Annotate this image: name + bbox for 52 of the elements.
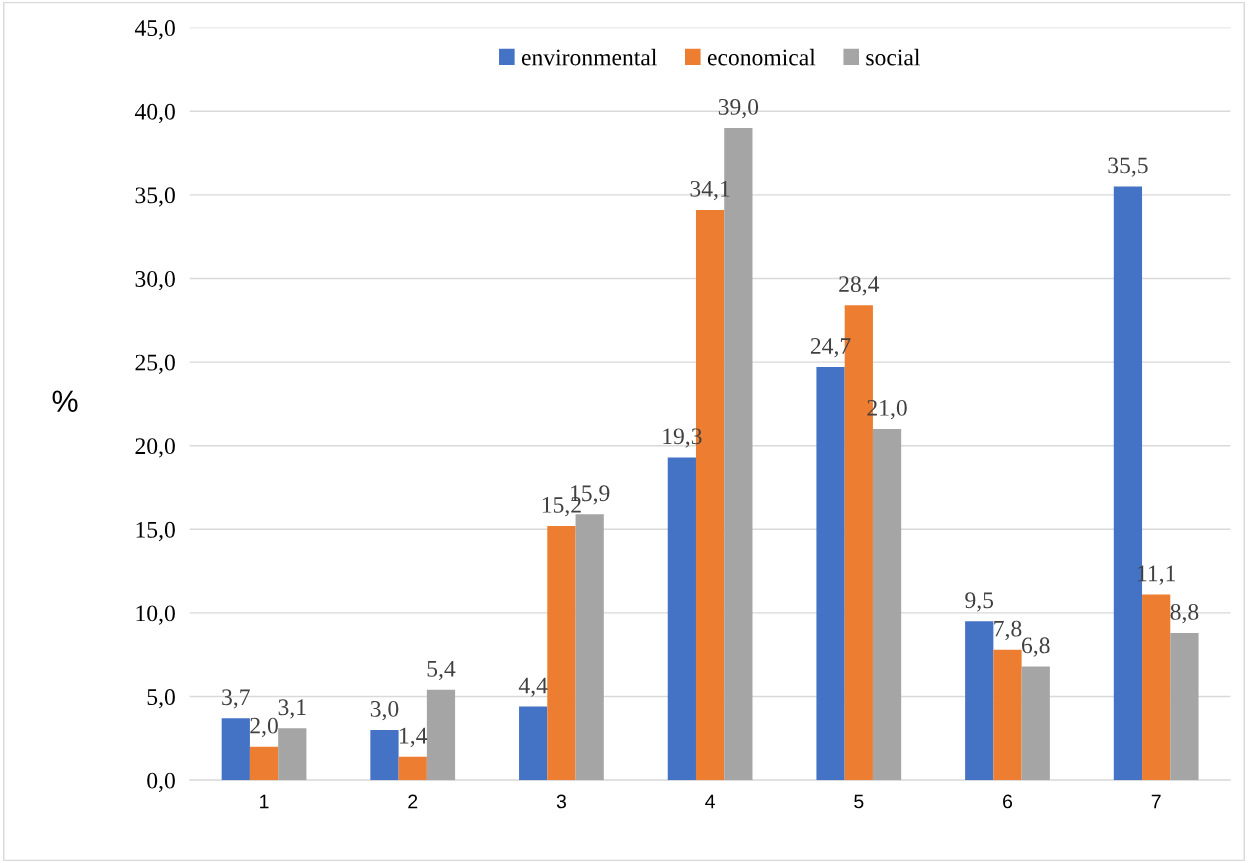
bar bbox=[1142, 594, 1171, 781]
data-label: 7,8 bbox=[994, 620, 1022, 640]
data-label: 9,5 bbox=[965, 592, 994, 612]
x-tick-label: 4 bbox=[705, 794, 715, 809]
data-label: 3,7 bbox=[222, 689, 250, 709]
bar bbox=[370, 729, 399, 781]
data-label: 34,1 bbox=[690, 180, 730, 201]
y-tick-label: 5,0 bbox=[147, 689, 175, 709]
legend-label: economical bbox=[707, 48, 816, 66]
x-tick-label: 7 bbox=[1151, 794, 1161, 809]
data-label: 5,4 bbox=[427, 660, 456, 681]
bar bbox=[249, 746, 279, 781]
x-tick-label: 6 bbox=[1003, 794, 1013, 809]
y-tick-label: 45,0 bbox=[134, 20, 175, 40]
bar bbox=[816, 367, 845, 781]
y-axis-title: % bbox=[52, 390, 78, 412]
data-label: 3,0 bbox=[370, 700, 399, 721]
bar bbox=[965, 621, 994, 781]
bar bbox=[547, 525, 576, 781]
data-label: 8,8 bbox=[1170, 603, 1199, 624]
data-label: 3,1 bbox=[278, 699, 306, 719]
y-tick-label: 35,0 bbox=[135, 187, 175, 207]
y-tick-label: 20,0 bbox=[135, 438, 175, 458]
bar bbox=[667, 457, 696, 781]
x-tick-label: 2 bbox=[408, 794, 418, 809]
bar bbox=[1170, 632, 1199, 781]
y-tick-label: 15,0 bbox=[136, 521, 175, 542]
bar bbox=[872, 428, 902, 781]
bar bbox=[426, 689, 456, 781]
data-label: 28,4 bbox=[839, 276, 880, 296]
x-tick-label: 1 bbox=[260, 794, 269, 809]
y-tick-label: 10,0 bbox=[136, 605, 175, 625]
legend-label: environmental bbox=[521, 48, 657, 66]
y-tick-label: 40,0 bbox=[134, 103, 175, 124]
data-label: 39,0 bbox=[718, 98, 759, 119]
data-label: 2,0 bbox=[250, 717, 278, 737]
y-tick-label: 0,0 bbox=[147, 772, 175, 792]
data-label: 1,4 bbox=[400, 727, 428, 748]
legend-label: social bbox=[866, 48, 920, 66]
x-tick-label: 3 bbox=[556, 794, 566, 809]
data-label: 6,8 bbox=[1022, 637, 1050, 657]
bar bbox=[398, 756, 427, 781]
bar bbox=[278, 728, 307, 781]
bar bbox=[1021, 666, 1050, 781]
bar bbox=[519, 706, 548, 781]
data-label: 35,5 bbox=[1108, 157, 1148, 177]
x-tick-label: 5 bbox=[854, 794, 864, 809]
y-tick-label: 25,0 bbox=[135, 354, 175, 374]
y-tick-label: 30,0 bbox=[135, 270, 175, 291]
bar bbox=[993, 649, 1022, 781]
bar bbox=[575, 514, 604, 781]
bar bbox=[221, 718, 250, 781]
